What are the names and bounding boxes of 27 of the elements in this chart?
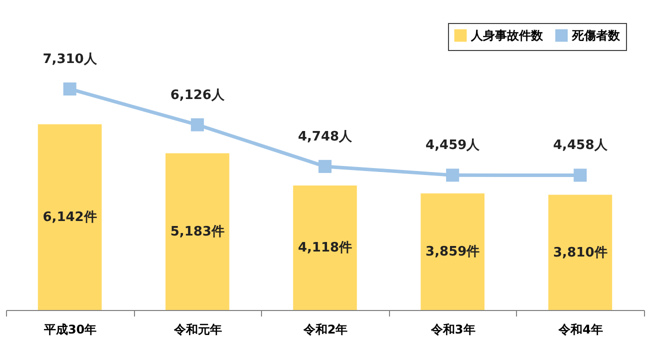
data-label: 4,748人 [298, 129, 354, 144]
bar [166, 153, 230, 310]
x-tick-label: 令和3年 [430, 322, 476, 336]
point [63, 82, 76, 96]
data-label: 4,459人 [426, 138, 481, 154]
x-tick-label: 令和2年 [302, 322, 348, 336]
bar [38, 124, 102, 310]
bar [548, 194, 612, 310]
bar [293, 185, 357, 310]
point [574, 168, 587, 182]
x-tick-label: 令和4年 [558, 322, 603, 336]
data-label: 3,810件 [553, 245, 608, 260]
data-label: 4,118件 [298, 240, 352, 256]
x-tick-label: 平成30年 [42, 322, 97, 336]
point [446, 168, 460, 182]
x-tick-label: 令和元年 [172, 322, 222, 336]
data-label: 7,310人 [42, 52, 98, 67]
legend-label: 人身事故件数 [470, 28, 544, 43]
point [190, 118, 204, 132]
data-label: 6,142件 [42, 210, 97, 226]
point [318, 160, 332, 173]
data-label: 6,126人 [170, 88, 226, 103]
bar [420, 193, 484, 310]
data-label: 4,458人 [553, 138, 608, 154]
legend-label: 死傷者数 [571, 28, 621, 43]
data-label: 5,183件 [170, 224, 224, 240]
data-label: 3,859件 [426, 244, 480, 260]
